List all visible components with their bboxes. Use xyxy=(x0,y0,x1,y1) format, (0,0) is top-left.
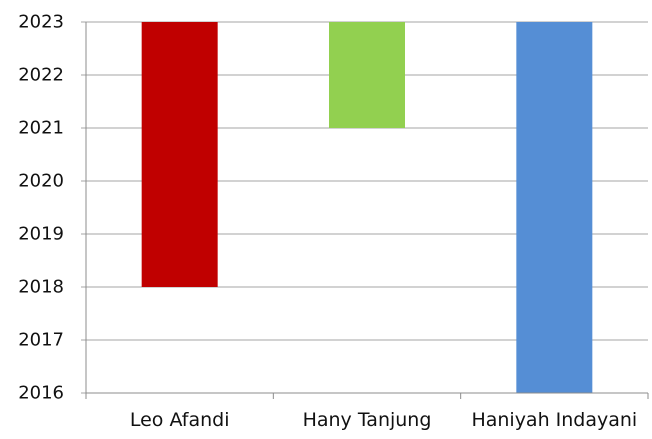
y-tick-label: 2021 xyxy=(18,118,64,139)
x-axis-labels: Leo Afandi Hany Tanjung Haniyah Indayani xyxy=(130,409,637,431)
axes xyxy=(85,22,649,399)
y-axis-ticks: 2016 2017 2018 2019 2020 2021 2022 2023 xyxy=(18,12,64,404)
y-tick-label: 2018 xyxy=(18,277,64,298)
bar xyxy=(516,22,593,393)
x-category-label: Haniyah Indayani xyxy=(471,409,637,431)
y-tick-label: 2022 xyxy=(18,65,64,86)
y-tick-label: 2019 xyxy=(18,224,64,245)
x-category-label: Leo Afandi xyxy=(130,409,230,431)
y-tick-label: 2023 xyxy=(18,12,64,33)
bars xyxy=(141,22,593,393)
bar xyxy=(329,22,405,128)
x-category-label: Hany Tanjung xyxy=(303,409,432,431)
y-tick-label: 2017 xyxy=(18,330,64,351)
y-tick-label: 2020 xyxy=(18,171,64,192)
y-tick-label: 2016 xyxy=(18,383,64,404)
bar xyxy=(141,22,218,287)
